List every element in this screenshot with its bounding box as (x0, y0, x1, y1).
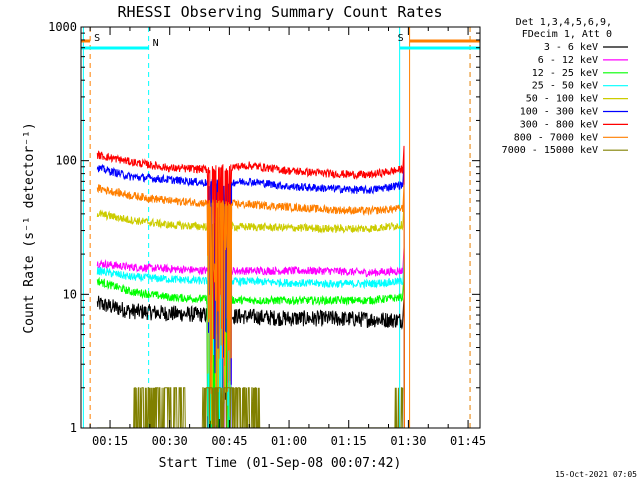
series-line-6 (96, 145, 405, 428)
series-line-0 (96, 295, 405, 428)
x-tick-label-0: 00:15 (92, 434, 128, 448)
legend-label-3: 25 - 50 keV (532, 81, 598, 92)
legend-header-1: FDecim 1, Att 0 (522, 29, 612, 40)
x-tick-label-4: 01:15 (331, 434, 367, 448)
legend-label-2: 12 - 25 keV (532, 68, 598, 79)
y-tick-label-3: 1000 (48, 20, 77, 34)
marker-label-1: S (398, 33, 404, 44)
plot-frame (80, 26, 481, 429)
legend-label-1: 6 - 12 keV (538, 55, 598, 66)
x-tick-label-1: 00:30 (152, 434, 188, 448)
y-tick-label-2: 100 (55, 154, 77, 168)
y-tick-label-1: 10 (63, 287, 77, 301)
series-line-8 (97, 387, 404, 428)
series-line-1 (96, 247, 405, 428)
x-tick-label-5: 01:30 (390, 434, 426, 448)
series-lines (96, 145, 405, 428)
chart-title: RHESSI Observing Summary Count Rates (117, 3, 442, 21)
legend: Det 1,3,4,5,6,9,FDecim 1, Att 0 3 - 6 keV… (502, 17, 628, 156)
legend-label-8: 7000 - 15000 keV (502, 145, 598, 156)
plot-area: S S N 1 10 100 1000 00:15 00:30 00:45 01:00 01:15 0… (48, 20, 486, 448)
y-axis-label: Count Rate (s⁻¹ detector⁻¹) (22, 122, 37, 333)
x-axis-label: Start Time (01-Sep-08 00:07:42) (159, 456, 402, 471)
x-tick-label-6: 01:45 (450, 434, 486, 448)
marker-label-0: S (94, 33, 100, 44)
legend-label-7: 800 - 7000 keV (514, 132, 598, 143)
legend-label-5: 100 - 300 keV (520, 107, 598, 118)
marker-label-2: N (153, 38, 159, 49)
legend-label-0: 3 - 6 keV (544, 42, 598, 53)
axes: 1 10 100 1000 00:15 00:30 00:45 01:00 01:15 01:30… (48, 20, 486, 448)
timestamp: 15-Oct-2021 07:05 (555, 470, 637, 479)
x-tick-label-2: 00:45 (211, 434, 247, 448)
series-line-5 (96, 161, 405, 428)
legend-header-0: Det 1,3,4,5,6,9, (516, 17, 612, 28)
x-tick-label-3: 01:00 (271, 434, 307, 448)
series-line-4 (96, 201, 405, 428)
legend-label-6: 300 - 800 keV (520, 119, 598, 130)
series-line-7 (96, 184, 405, 428)
series-line-3 (96, 257, 405, 428)
legend-label-4: 50 - 100 keV (526, 94, 598, 105)
y-tick-label-0: 1 (70, 421, 77, 435)
series-line-2 (96, 273, 405, 428)
state-markers: S SN (81, 33, 480, 50)
